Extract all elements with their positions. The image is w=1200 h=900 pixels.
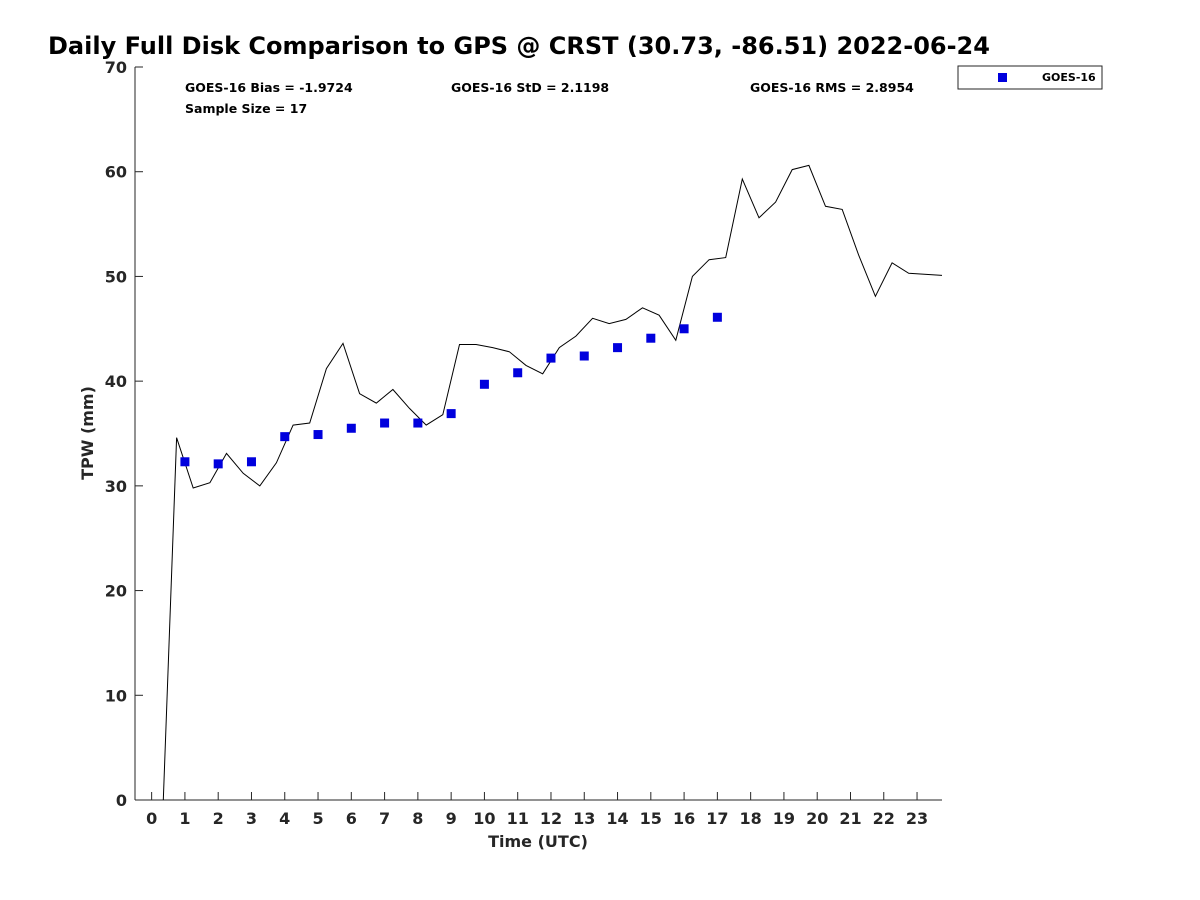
sample-size-stat: Sample Size = 17: [185, 101, 307, 116]
x-tick-label: 17: [706, 809, 728, 828]
y-tick-label: 50: [105, 267, 127, 286]
x-tick-label: 9: [446, 809, 457, 828]
goes-16-point: [646, 333, 656, 343]
x-tick-label: 11: [507, 809, 529, 828]
goes-16-point: [280, 432, 290, 442]
goes-16-point: [513, 368, 523, 378]
x-ticks: 0 1 2 3 4 5 6 7 8 9 10 11 12 13 14 15 16 17 18 19 20 21 22 23: [146, 792, 928, 828]
x-tick-label: 1: [179, 809, 190, 828]
x-tick-label: 7: [379, 809, 390, 828]
x-tick-label: 19: [773, 809, 795, 828]
legend-label-goes-16: GOES-16: [1042, 71, 1096, 84]
goes-16-point: [180, 457, 190, 467]
x-tick-label: 3: [246, 809, 257, 828]
y-tick-label: 10: [105, 686, 127, 705]
goes-16-point: [413, 418, 423, 428]
goes-16-point: [679, 324, 689, 334]
y-tick-label: 30: [105, 477, 127, 496]
y-tick-label: 60: [105, 163, 127, 182]
x-tick-label: 8: [412, 809, 423, 828]
goes-16-point: [313, 430, 323, 440]
x-tick-label: 14: [606, 809, 628, 828]
y-tick-label: 70: [105, 58, 127, 77]
x-tick-label: 12: [540, 809, 562, 828]
x-tick-label: 6: [346, 809, 357, 828]
x-tick-label: 22: [873, 809, 895, 828]
goes-16-point: [579, 351, 589, 361]
goes-16-point: [246, 457, 256, 467]
y-tick-label: 20: [105, 582, 127, 601]
goes-16-point: [613, 343, 623, 353]
goes-16-point: [213, 459, 223, 469]
rms-stat: GOES-16 RMS = 2.8954: [750, 80, 914, 95]
goes-16-point: [380, 418, 390, 428]
x-tick-label: 13: [573, 809, 595, 828]
legend: GOES-16: [957, 65, 1103, 90]
x-tick-label: 21: [839, 809, 861, 828]
gps-line-layer: [162, 164, 943, 801]
gps-tpw-line: [162, 164, 943, 801]
goes-16-point: [479, 379, 489, 389]
goes-16-point: [446, 409, 456, 419]
legend-marker-goes-16: [998, 73, 1007, 82]
y-tick-label: 40: [105, 372, 127, 391]
chart-title: Daily Full Disk Comparison to GPS @ CRST…: [48, 32, 990, 60]
x-tick-label: 18: [740, 809, 762, 828]
x-tick-label: 0: [146, 809, 157, 828]
x-tick-label: 20: [806, 809, 828, 828]
x-tick-label: 16: [673, 809, 695, 828]
x-tick-label: 2: [213, 809, 224, 828]
goes-16-point: [346, 423, 356, 433]
x-tick-label: 4: [279, 809, 290, 828]
goes-16-point: [546, 353, 556, 363]
scatter-layer: [180, 312, 722, 469]
x-tick-label: 23: [906, 809, 928, 828]
y-ticks: 0 10 20 30 40 50 60 70: [105, 58, 143, 810]
x-tick-label: 10: [473, 809, 495, 828]
x-tick-label: 5: [312, 809, 323, 828]
x-axis-label: Time (UTC): [488, 832, 588, 851]
goes-16-point: [712, 312, 722, 322]
y-axis-label: TPW (mm): [78, 386, 97, 480]
x-tick-label: 15: [640, 809, 662, 828]
std-stat: GOES-16 StD = 2.1198: [451, 80, 609, 95]
legend-box: [957, 65, 1103, 90]
bias-stat: GOES-16 Bias = -1.9724: [185, 80, 353, 95]
y-tick-label: 0: [116, 791, 127, 810]
